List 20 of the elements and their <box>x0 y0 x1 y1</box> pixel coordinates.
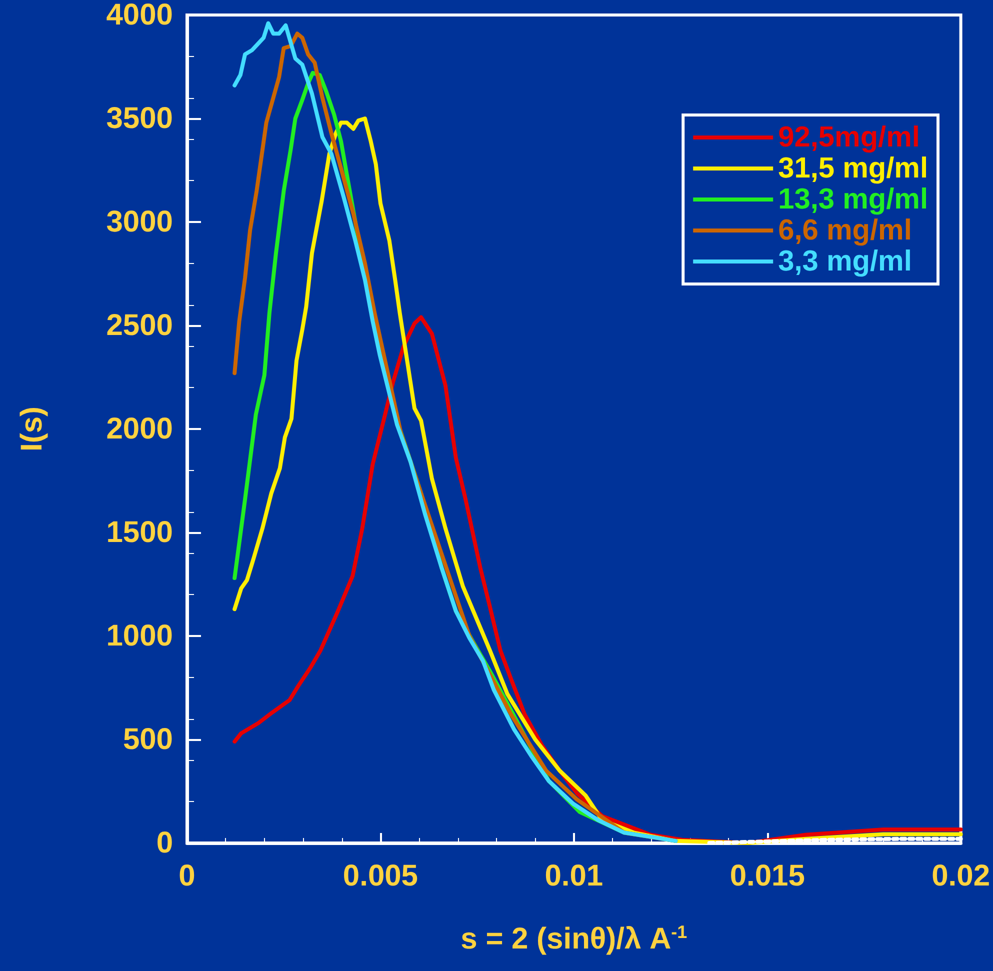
y-tick-label: 3500 <box>106 102 173 135</box>
y-tick-label: 2500 <box>106 309 173 342</box>
y-tick-label: 1000 <box>106 620 173 652</box>
y-tick-label: 3000 <box>106 206 173 238</box>
x-tick-label: 0.01 <box>544 860 604 892</box>
y-tick-label: 1500 <box>106 516 173 549</box>
legend-label: 6,6 mg/ml <box>778 214 912 246</box>
y-tick-label: 500 <box>122 723 173 756</box>
y-tick-label: 0 <box>156 826 173 860</box>
legend-label: 13,3 mg/ml <box>778 184 928 216</box>
x-tick-label: 0.005 <box>342 860 418 892</box>
x-tick-label: 0.02 <box>932 860 990 892</box>
y-tick-label: 2000 <box>106 412 173 446</box>
legend-label: 3,3 mg/ml <box>778 246 912 278</box>
x-tick-label: 0.015 <box>730 860 805 892</box>
y-tick-label: 4000 <box>106 0 173 32</box>
x-tick-label: 0 <box>178 860 196 892</box>
legend-label: 92,5mg/ml <box>778 122 920 154</box>
legend-label: 31,5 mg/ml <box>778 152 928 184</box>
y-axis-title: I(s) <box>16 406 48 452</box>
